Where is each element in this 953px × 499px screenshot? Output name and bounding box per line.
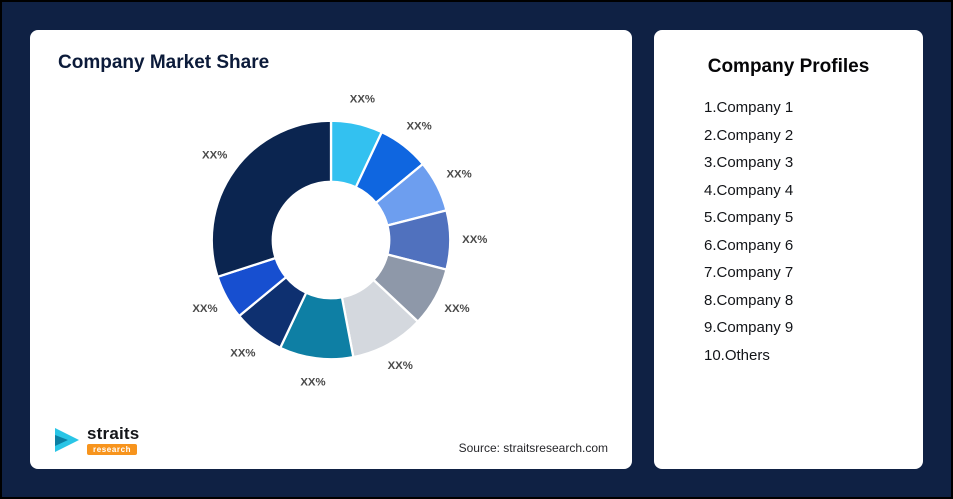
list-item: 8.Company 8 [704,291,794,309]
chart-title: Company Market Share [58,52,270,73]
slice-label: XX% [444,303,469,315]
slice-label: XX% [192,303,217,315]
card-footer: straits research Source: straitsresearch… [54,425,608,455]
slice-label: XX% [230,348,255,360]
list-item: 9.Company 9 [704,319,794,336]
slice-label: XX% [300,377,325,389]
list-item: 1.Company 1 [704,99,794,116]
company-profiles-card: Company Profiles 1.Company 1 2.Company 2 3… [654,30,923,469]
slice-label: XX% [446,169,471,181]
logo-text: straits research [87,425,139,455]
profiles-title: Company Profiles [707,56,870,77]
slice-label: XX% [388,360,413,372]
slice-label: XX% [462,234,487,246]
list-item: 6.Company 6 [704,236,794,254]
list-item: 10.Others [704,346,770,364]
company-list: 1.Company 1 2.Company 2 3.Company 3 4.Compa… [704,94,899,369]
list-item: 4.Company 4 [704,181,794,199]
list-item: 3.Company 3 [704,154,794,171]
logo-icon [55,428,79,452]
source-note: Source: straitsresearch.com [458,441,608,455]
slice-label: XX% [350,94,375,106]
list-item: 2.Company 2 [704,126,794,144]
slice-label: XX% [202,149,227,161]
slice-label: XX% [406,120,431,132]
chart-area: XX% XX% XX% XX% XX% XX% XX% XX% XX% XX% [56,76,606,404]
market-share-card: Company Market Share XX% XX% XX% XX% XX% XX% X… [30,30,632,469]
list-item: 5.Company 5 [704,209,794,226]
logo-sub: research [87,444,138,455]
donut-segment [210,119,333,278]
logo-brand: straits [87,424,140,443]
straits-research-logo: straits research [54,425,139,455]
donut-chart: XX% XX% XX% XX% XX% XX% XX% XX% XX% XX% [192,94,487,389]
list-item: 7.Company 7 [704,264,794,281]
